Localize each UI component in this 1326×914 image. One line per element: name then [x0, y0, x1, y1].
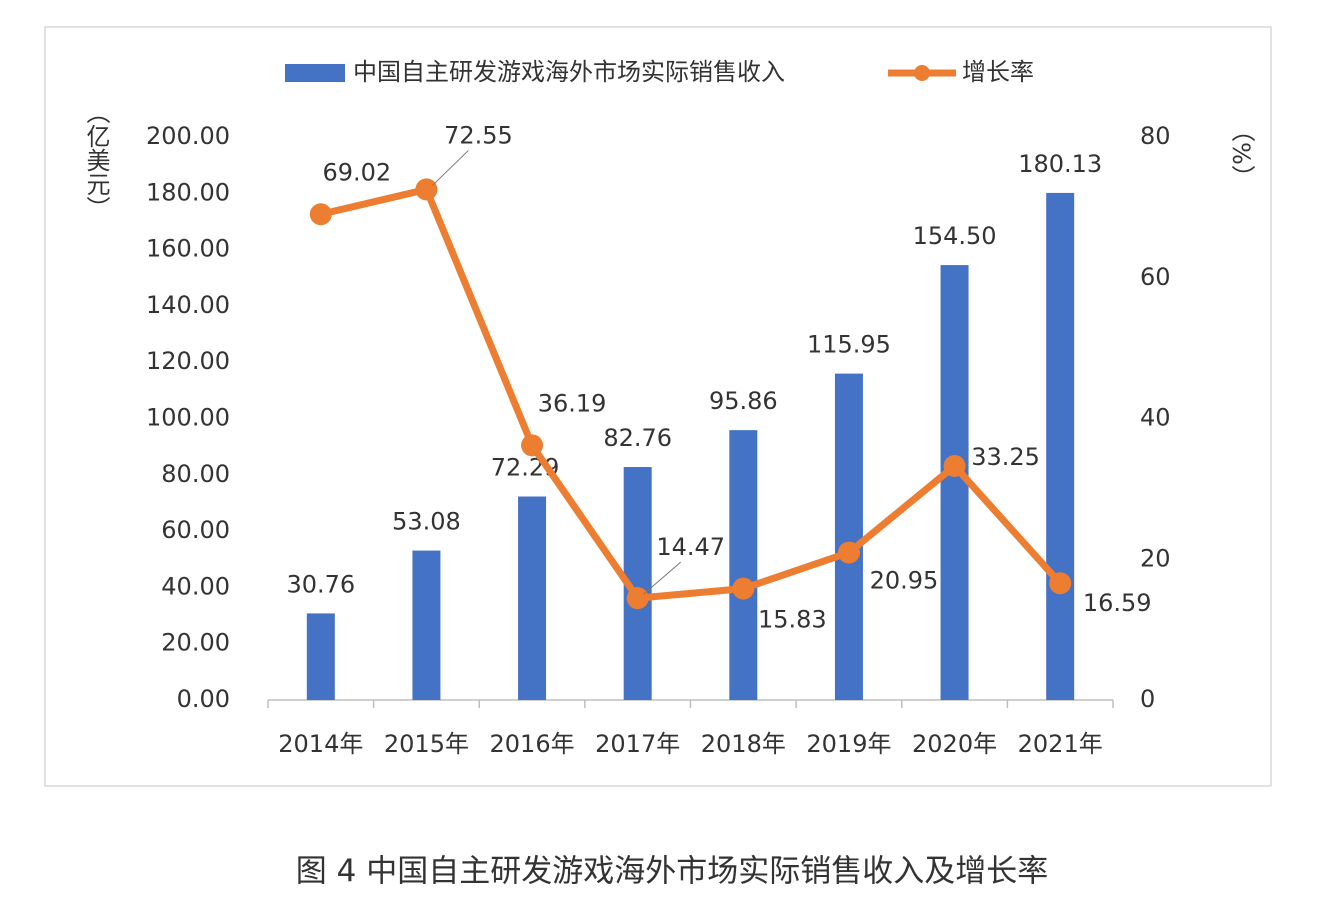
label-leader	[432, 150, 469, 186]
bar	[940, 265, 969, 700]
line-value-label: 69.02	[322, 158, 391, 186]
line-value-label: 15.83	[758, 606, 827, 634]
bar	[306, 613, 335, 700]
label-leader	[643, 561, 682, 595]
x-tick-label: 2018年	[701, 730, 786, 758]
line-value-label: 20.95	[870, 567, 939, 595]
line-marker	[626, 587, 649, 610]
legend-swatch	[285, 64, 345, 82]
bar	[1046, 192, 1075, 700]
line-marker	[943, 455, 966, 478]
bar-value-label: 154.50	[913, 222, 997, 250]
line-marker	[521, 434, 544, 457]
y-tick-label: 200.00	[146, 122, 230, 150]
line-value-label: 16.59	[1083, 589, 1152, 617]
y-tick-label: 140.00	[146, 291, 230, 319]
line-marker	[732, 577, 755, 600]
y-tick-label: 60.00	[161, 516, 230, 544]
chart-title: 图 4 中国自主研发游戏海外市场实际销售收入及增长率	[296, 854, 1048, 890]
y-tick-label: 180.00	[146, 178, 230, 206]
y2-tick-label: 60	[1140, 263, 1171, 291]
bar-value-label: 30.76	[286, 570, 355, 598]
x-tick-label: 2016年	[490, 730, 575, 758]
y-tick-label: 100.00	[146, 404, 230, 432]
line-marker	[1049, 572, 1072, 595]
y-tick-label: 120.00	[146, 347, 230, 375]
x-tick-label: 2015年	[384, 730, 469, 758]
y-tick-label: 20.00	[161, 629, 230, 657]
bar-value-label: 82.76	[603, 424, 672, 452]
legend-marker	[914, 65, 930, 81]
y-tick-label: 80.00	[161, 460, 230, 488]
y2-tick-label: 80	[1140, 122, 1171, 150]
y-tick-label: 0.00	[177, 685, 230, 713]
y-axis-label: （亿美元）	[82, 100, 110, 220]
line-value-label: 14.47	[656, 533, 725, 561]
line-marker	[309, 203, 332, 226]
bar	[729, 430, 758, 700]
y2-tick-label: 20	[1140, 544, 1171, 572]
y2-tick-label: 40	[1140, 404, 1171, 432]
x-tick-label: 2017年	[595, 730, 680, 758]
x-tick-label: 2021年	[1018, 730, 1103, 758]
bar	[518, 496, 547, 700]
line-value-label: 33.25	[971, 443, 1040, 471]
y-tick-label: 160.00	[146, 235, 230, 263]
line-value-label: 36.19	[538, 389, 607, 417]
y2-axis-label: （%）	[1227, 118, 1255, 189]
x-tick-label: 2014年	[278, 730, 363, 758]
bar	[834, 373, 863, 700]
line-marker	[837, 541, 860, 564]
bar-value-label: 95.86	[709, 387, 778, 415]
bar	[412, 550, 441, 700]
legend-label: 中国自主研发游戏海外市场实际销售收入	[353, 58, 785, 86]
bar-value-label: 180.13	[1018, 150, 1102, 178]
x-tick-label: 2019年	[806, 730, 891, 758]
legend-label: 增长率	[962, 58, 1034, 86]
y2-tick-label: 0	[1140, 685, 1155, 713]
line-marker	[415, 178, 438, 201]
bar-value-label: 53.08	[392, 508, 461, 536]
x-tick-label: 2020年	[912, 730, 997, 758]
bar-value-label: 115.95	[807, 331, 891, 359]
growth-line	[320, 185, 1063, 602]
y-tick-label: 40.00	[161, 572, 230, 600]
line-value-label: 72.55	[444, 121, 513, 149]
